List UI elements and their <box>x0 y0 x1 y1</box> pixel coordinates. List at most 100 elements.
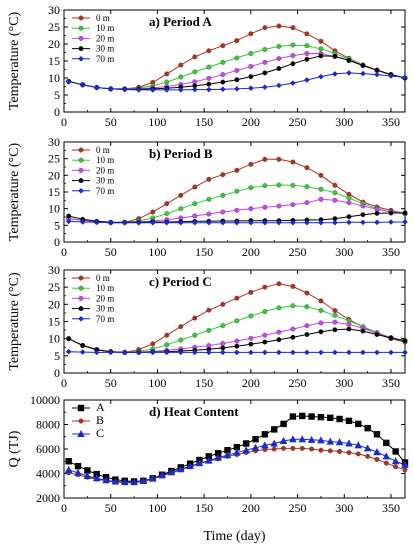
data-point <box>346 214 352 220</box>
data-point <box>149 87 156 93</box>
x-tick-label: 0 <box>61 245 67 259</box>
data-point <box>164 201 170 207</box>
data-point <box>304 165 310 171</box>
y-tick-label: 25 <box>48 280 60 294</box>
data-point <box>360 349 366 356</box>
data-point <box>304 349 310 356</box>
data-point <box>248 313 254 319</box>
data-point <box>374 349 380 356</box>
data-point <box>79 219 86 225</box>
data-point <box>290 326 296 332</box>
data-point <box>206 219 212 226</box>
data-point <box>304 304 310 310</box>
x-axis-title: Time (day) <box>203 529 265 544</box>
data-point <box>65 78 72 85</box>
data-point <box>150 341 156 347</box>
data-point <box>276 156 282 162</box>
legend-marker <box>78 275 84 281</box>
data-point <box>402 219 408 225</box>
data-point <box>290 202 296 208</box>
data-point <box>299 445 305 451</box>
data-point <box>192 79 198 85</box>
data-point <box>242 446 250 454</box>
data-point <box>148 474 157 482</box>
data-point <box>223 451 232 459</box>
data-point <box>220 59 226 65</box>
series-line <box>68 44 406 90</box>
series-10-m <box>66 42 408 92</box>
data-point <box>178 192 184 198</box>
data-point <box>401 460 409 468</box>
data-point <box>192 201 198 207</box>
data-point <box>178 74 184 80</box>
x-tick-label: 0 <box>61 115 67 129</box>
data-point <box>346 349 352 356</box>
legend-label: A <box>96 400 105 414</box>
data-point <box>178 324 184 330</box>
data-point <box>65 458 72 465</box>
x-tick-label: 200 <box>242 245 260 259</box>
data-point <box>233 443 241 451</box>
data-point <box>402 210 408 216</box>
y-axis-title: Q (TJ) <box>7 430 22 467</box>
data-point <box>206 211 212 217</box>
data-point <box>388 73 394 79</box>
legend-marker <box>78 306 84 312</box>
data-point <box>374 219 380 226</box>
x-tick-label: 300 <box>335 376 353 390</box>
y-tick-label: 10 <box>48 332 60 346</box>
data-point <box>150 209 156 215</box>
data-point <box>167 468 176 476</box>
data-point <box>318 38 324 44</box>
data-point <box>262 309 268 314</box>
data-point <box>262 332 268 338</box>
data-point <box>318 219 324 226</box>
data-point <box>192 69 198 75</box>
data-point <box>276 203 282 209</box>
data-point <box>177 349 184 356</box>
legend-label: 0 m <box>96 13 110 23</box>
y-tick-label: 5 <box>54 349 60 363</box>
data-point <box>164 71 170 77</box>
data-point <box>80 343 86 348</box>
y-tick-label: 20 <box>48 168 60 182</box>
data-point <box>261 431 269 438</box>
legend-marker <box>78 316 84 322</box>
chart-panel-3: 0 50 100 150 200 250 300 350051015202530Tempera… <box>7 263 408 390</box>
data-point <box>220 192 226 198</box>
y-tick-label: 0 <box>54 235 60 249</box>
data-point <box>276 66 282 71</box>
data-point <box>304 43 310 49</box>
legend-marker <box>78 147 84 153</box>
data-point <box>234 349 240 356</box>
legend-marker <box>78 285 84 291</box>
data-point <box>318 329 324 335</box>
data-point <box>318 320 324 326</box>
x-tick-label: 300 <box>335 245 353 259</box>
data-point <box>346 219 352 226</box>
data-point <box>234 318 240 324</box>
x-tick-label: 300 <box>335 501 353 515</box>
y-tick-label: 5 <box>54 218 60 232</box>
data-point <box>304 77 310 83</box>
data-point <box>248 161 254 167</box>
data-point <box>276 305 282 311</box>
series-70-m <box>65 70 408 93</box>
data-point <box>290 159 296 165</box>
y-tick-label: 15 <box>48 315 60 329</box>
data-point <box>271 446 277 452</box>
data-point <box>382 452 391 460</box>
data-point <box>191 219 198 226</box>
data-point <box>317 413 325 421</box>
data-point <box>242 440 250 447</box>
y-tick-label: 6000 <box>36 442 60 456</box>
data-point <box>317 436 325 444</box>
data-point <box>206 48 212 54</box>
data-point <box>252 436 259 443</box>
legend-marker <box>78 295 84 301</box>
data-point <box>220 43 226 49</box>
data-point <box>304 31 310 37</box>
data-point <box>346 70 352 76</box>
data-point <box>163 349 170 356</box>
x-tick-label: 150 <box>195 376 213 390</box>
